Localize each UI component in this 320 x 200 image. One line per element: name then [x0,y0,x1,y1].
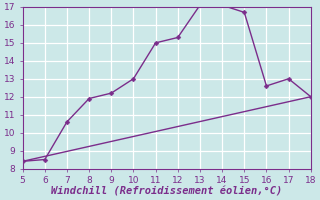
X-axis label: Windchill (Refroidissement éolien,°C): Windchill (Refroidissement éolien,°C) [51,187,282,197]
